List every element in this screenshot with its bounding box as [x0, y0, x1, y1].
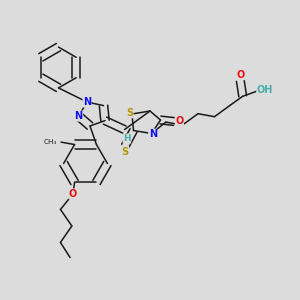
- Text: S: S: [126, 108, 133, 118]
- Text: O: O: [175, 116, 184, 127]
- Text: H: H: [123, 134, 131, 143]
- Text: N: N: [83, 97, 91, 107]
- Text: N: N: [74, 111, 83, 121]
- Text: N: N: [148, 129, 157, 139]
- Text: O: O: [236, 70, 244, 80]
- Text: S: S: [122, 146, 129, 157]
- Text: OH: OH: [257, 85, 273, 95]
- Text: O: O: [69, 189, 77, 199]
- Text: CH₃: CH₃: [44, 139, 58, 145]
